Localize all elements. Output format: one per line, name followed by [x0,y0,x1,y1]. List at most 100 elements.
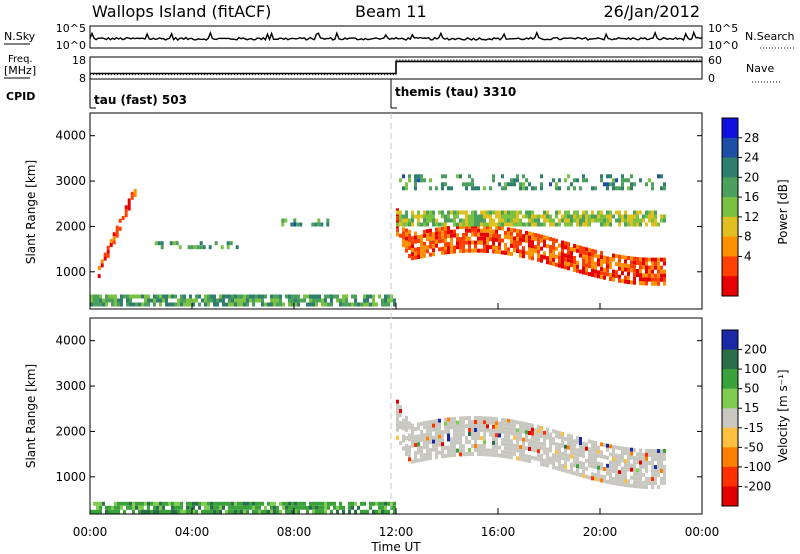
heatmap-cell [162,294,165,299]
heatmap-cell [315,298,318,303]
heatmap-cell [582,469,585,474]
heatmap-cell [588,475,591,480]
heatmap-cell [564,178,567,183]
heatmap-cell [317,222,321,227]
heatmap-cell [210,501,213,506]
heatmap-cell [183,509,186,514]
heatmap-cell [504,446,507,451]
heatmap-cell [465,248,468,253]
heatmap-cell [555,186,558,191]
heatmap-cell [564,468,567,473]
heatmap-cell [336,509,339,514]
heatmap-cell [138,505,141,510]
heatmap-cell [99,302,102,307]
heatmap-cell [330,501,333,506]
heatmap-cell [525,422,528,427]
heatmap-cell [366,298,369,303]
heatmap-cell [591,464,594,469]
heatmap-cell [624,275,627,280]
heatmap-cell [399,409,402,414]
heatmap-cell [420,445,423,450]
heatmap-cell [405,186,408,191]
heatmap-cell [558,218,561,223]
heatmap-cell [519,210,522,215]
heatmap-cell [423,425,426,430]
heatmap-cell [525,210,528,215]
heatmap-cell [564,222,567,227]
date-title: 26/Jan/2012 [603,2,700,21]
heatmap-cell [495,229,498,234]
colorbar-tick-label: -50 [744,440,764,454]
heatmap-cell [519,453,522,457]
heatmap-cell [429,218,432,223]
heatmap-cell [546,435,549,440]
heatmap-cell [486,214,489,219]
heatmap-cell [558,435,561,439]
heatmap-cell [207,294,210,299]
heatmap-cell [177,505,180,510]
heatmap-cell [558,263,561,268]
heatmap-cell [135,302,138,307]
heatmap-cell [504,450,507,455]
heatmap-cell [306,294,309,299]
heatmap-cell [594,457,597,461]
heatmap-cell [438,235,441,240]
heatmap-cell [450,241,453,246]
heatmap-cell [585,214,588,219]
heatmap-cell [573,268,576,272]
heatmap-cell [519,182,522,187]
heatmap-cell [639,277,642,282]
heatmap-cell [519,237,522,242]
heatmap-cell [525,458,528,463]
heatmap-cell [618,218,621,223]
heatmap-cell [546,459,549,464]
heatmap-cell [618,446,621,451]
heatmap-cell [636,452,639,457]
heatmap-cell [402,446,405,451]
heatmap-cell [417,434,420,439]
heatmap-cell [297,302,300,307]
heatmap-cell [600,442,603,447]
heatmap-cell [531,248,534,253]
heatmap-cell [453,448,456,453]
heatmap-cell [657,453,660,458]
x-tick-label: 16:00 [481,525,516,539]
heatmap-cell [552,178,555,183]
colorbar-swatch [722,349,738,370]
heatmap-cell [132,294,135,299]
heatmap-cell [576,264,579,269]
heatmap-cell [441,238,444,243]
heatmap-cell [624,279,627,284]
heatmap-cell [115,229,119,234]
heatmap-cell [426,420,429,425]
heatmap-cell [417,247,420,251]
heatmap-cell [225,509,228,514]
heatmap-cell [645,452,648,457]
heatmap-cell [552,249,555,254]
heatmap-cell [106,253,110,258]
heatmap-cell [264,294,267,299]
heatmap-cell [609,444,612,449]
heatmap-cell [594,477,597,481]
heatmap-cell [195,501,198,506]
freq-left-tick-top: 18 [72,54,86,67]
heatmap-cell [314,222,318,227]
heatmap-cell [120,294,123,299]
heatmap-cell [582,449,585,454]
heatmap-cell [516,174,519,179]
heatmap-cell [621,218,624,223]
heatmap-cell [411,459,414,464]
heatmap-cell [543,255,546,260]
heatmap-cell [540,174,543,179]
colorbar-tick-label: 15 [744,401,759,415]
heatmap-cell [111,509,114,514]
heatmap-cell [396,228,399,233]
heatmap-cell [348,509,351,514]
heatmap-cell [585,458,588,463]
heatmap-cell [612,477,615,481]
heatmap-cell [564,253,567,258]
heatmap-cell [504,250,507,255]
heatmap-cell [618,458,621,463]
heatmap-cell [189,302,192,307]
